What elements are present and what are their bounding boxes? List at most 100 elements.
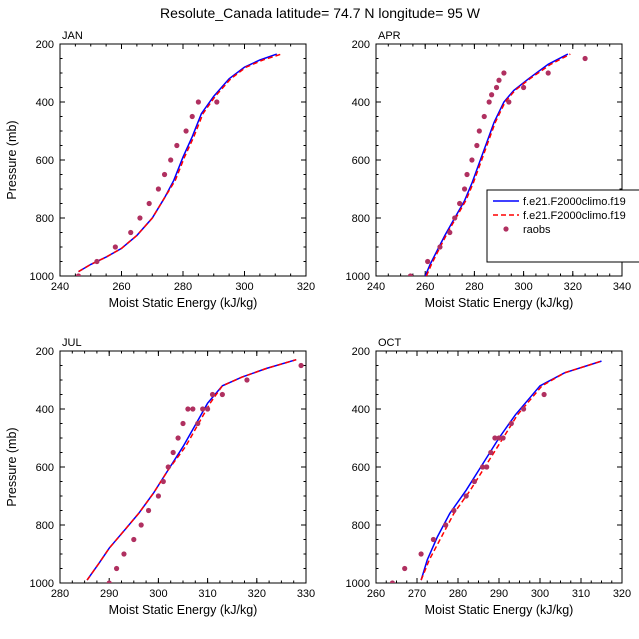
x-tick-label: 320 xyxy=(297,281,315,293)
series-line-dashed xyxy=(420,360,602,581)
x-axis-label: Moist Static Energy (kJ/kg) xyxy=(109,603,258,617)
panel-title: OCT xyxy=(378,337,402,349)
raobs-point xyxy=(500,435,506,441)
raobs-point xyxy=(407,273,414,276)
raobs-point xyxy=(155,186,161,192)
series-line-dashed xyxy=(78,53,282,273)
y-tick-label: 1000 xyxy=(346,578,370,590)
y-tick-label: 1000 xyxy=(30,271,54,283)
series-line-dashed xyxy=(86,358,297,581)
x-tick-label: 300 xyxy=(531,588,549,600)
panel-apr: APR 240 260 280 300 320 340 200 400 600 800 1000 Moi… xyxy=(346,30,632,310)
raobs-point xyxy=(474,142,480,149)
y-tick-label: 1000 xyxy=(346,271,370,283)
y-tick-label: 200 xyxy=(352,39,370,51)
plot-frame xyxy=(375,350,623,584)
raobs-point xyxy=(425,258,431,265)
y-tick-label: 200 xyxy=(36,39,54,51)
raobs-point xyxy=(493,84,500,91)
raobs-point xyxy=(121,551,127,557)
panel-jul: JUL 280 290 300 310 320 330 200 400 600 800 1000 Moi… xyxy=(5,337,315,617)
raobs-point xyxy=(112,244,118,250)
raobs-point xyxy=(146,200,152,207)
y-tick-label: 200 xyxy=(36,346,54,358)
raobs-point xyxy=(131,536,137,543)
raobs-point xyxy=(180,420,186,427)
series-line-solid xyxy=(86,358,297,581)
raobs-point xyxy=(521,406,527,412)
raobs-point xyxy=(430,536,436,543)
raobs-point xyxy=(183,128,189,134)
y-axis-label: Pressure (mb) xyxy=(5,120,19,199)
raobs-point xyxy=(168,157,174,163)
raobs-point xyxy=(451,507,457,514)
x-tick-label: 290 xyxy=(100,588,118,600)
x-tick-label: 330 xyxy=(297,588,315,600)
raobs-point xyxy=(496,435,502,441)
raobs-point xyxy=(175,435,181,441)
raobs-point xyxy=(113,565,120,572)
raobs-point xyxy=(106,580,112,583)
panel-oct: OCT 260 270 280 290 300 310 320 200 400 600 800 1000… xyxy=(346,337,632,617)
legend-label: f.e21.F2000climo.f19 xyxy=(523,196,626,208)
y-tick-label: 800 xyxy=(352,520,370,532)
data-area xyxy=(75,53,282,276)
y-tick-label: 1000 xyxy=(30,578,54,590)
raobs-point xyxy=(205,406,211,412)
y-tick-label: 800 xyxy=(352,213,370,225)
raobs-point xyxy=(508,420,514,427)
raobs-point xyxy=(447,229,453,236)
x-tick-label: 290 xyxy=(490,588,508,600)
raobs-point xyxy=(463,493,469,499)
raobs-point xyxy=(461,186,468,192)
legend: f.e21.F2000climo.f19 f.e21.F2000climo.f19… xyxy=(486,189,639,263)
raobs-point xyxy=(471,478,477,485)
x-tick-label: 310 xyxy=(572,588,590,600)
raobs-point xyxy=(189,113,195,120)
x-tick-label: 300 xyxy=(235,281,253,293)
legend-label: f.e21.F2000climo.f19 xyxy=(523,210,626,222)
raobs-point xyxy=(476,128,482,134)
raobs-point xyxy=(452,215,458,221)
figure-title: Resolute_Canada latitude= 74.7 N longitu… xyxy=(160,5,481,21)
panel-jan: JAN 240 260 280 300 320 200 400 600 800 1000 Moist … xyxy=(5,30,315,310)
y-axis-label: Pressure (mb) xyxy=(5,427,19,506)
data-area xyxy=(407,53,588,276)
x-tick-label: 260 xyxy=(416,281,434,293)
x-axis-label: Moist Static Energy (kJ/kg) xyxy=(425,603,574,617)
raobs-point xyxy=(469,157,475,163)
raobs-point xyxy=(200,406,206,412)
panel-title: JUL xyxy=(62,337,82,349)
panel-title: JAN xyxy=(62,30,83,42)
x-axis-label: Moist Static Energy (kJ/kg) xyxy=(425,296,574,310)
y-tick-label: 400 xyxy=(352,97,370,109)
x-tick-label: 320 xyxy=(248,588,266,600)
x-tick-label: 340 xyxy=(613,281,631,293)
y-tick-label: 600 xyxy=(36,462,54,474)
raobs-point xyxy=(165,464,171,470)
x-tick-label: 280 xyxy=(449,588,467,600)
raobs-point xyxy=(170,449,176,456)
raobs-point xyxy=(480,464,486,470)
raobs-point xyxy=(457,200,463,207)
raobs-point xyxy=(521,84,527,91)
y-tick-label: 400 xyxy=(352,404,370,416)
raobs-point xyxy=(75,273,82,276)
raobs-point xyxy=(489,92,495,98)
y-tick-label: 600 xyxy=(352,462,370,474)
x-tick-label: 280 xyxy=(465,281,483,293)
y-tick-label: 800 xyxy=(36,520,54,532)
legend-label: raobs xyxy=(523,224,551,236)
x-axis-label: Moist Static Energy (kJ/kg) xyxy=(109,296,258,310)
x-tick-label: 280 xyxy=(174,281,192,293)
raobs-point xyxy=(190,406,196,412)
data-area xyxy=(86,358,304,583)
raobs-point xyxy=(94,258,100,265)
raobs-point xyxy=(161,171,168,178)
raobs-point xyxy=(443,522,449,528)
raobs-point xyxy=(160,478,166,485)
raobs-point xyxy=(145,507,152,514)
raobs-point xyxy=(501,70,507,76)
raobs-point xyxy=(484,464,490,470)
raobs-point xyxy=(137,215,143,221)
